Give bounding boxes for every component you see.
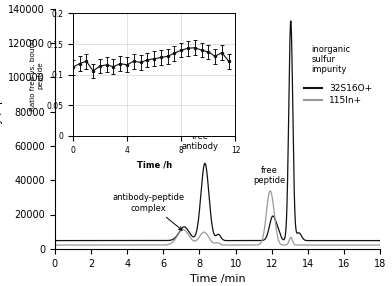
X-axis label: Time /min: Time /min <box>190 274 245 284</box>
32S16O+ <box>255 239 260 242</box>
Line: 32S16O+: 32S16O+ <box>55 21 380 241</box>
Text: antibody-peptide
complex: antibody-peptide complex <box>113 193 185 230</box>
32S16O+ <box>143 239 148 242</box>
Legend: 32S16O+, 115In+: 32S16O+, 115In+ <box>300 80 376 108</box>
115In+ <box>255 243 260 247</box>
115In+ <box>378 243 383 247</box>
32S16O+ <box>378 239 383 242</box>
32S16O+ <box>122 239 127 242</box>
32S16O+ <box>378 239 383 242</box>
Y-axis label: Intensity /cps: Intensity /cps <box>0 91 3 166</box>
32S16O+ <box>289 19 293 23</box>
115In+ <box>268 189 272 192</box>
32S16O+ <box>249 239 254 242</box>
115In+ <box>122 243 127 247</box>
Text: inorganic
sulfur
impurity: inorganic sulfur impurity <box>312 45 351 74</box>
115In+ <box>143 243 148 247</box>
115In+ <box>378 243 383 247</box>
Text: free
peptide: free peptide <box>253 166 285 185</box>
Line: 115In+: 115In+ <box>55 191 380 245</box>
115In+ <box>249 243 254 247</box>
115In+ <box>53 243 57 247</box>
Text: free
antibody: free antibody <box>182 132 219 151</box>
115In+ <box>347 243 352 247</box>
32S16O+ <box>53 239 57 242</box>
32S16O+ <box>347 239 352 242</box>
